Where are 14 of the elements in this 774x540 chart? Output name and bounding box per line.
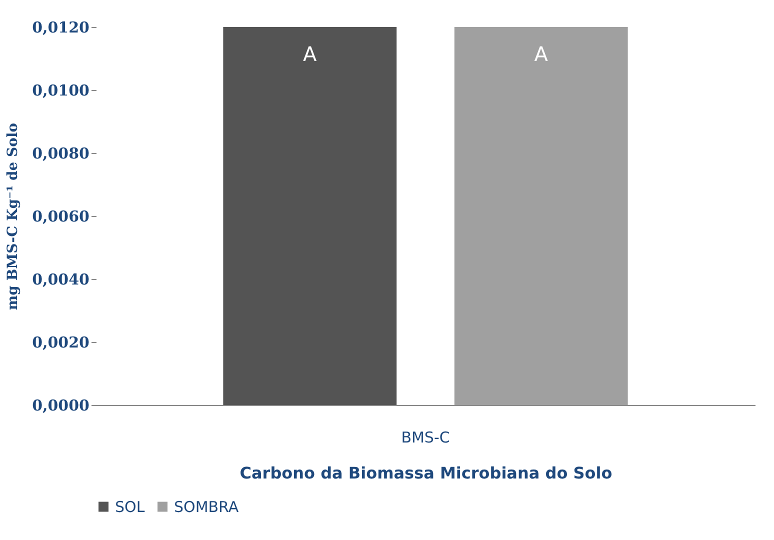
x-axis-title: Carbono da Biomassa Microbiana do Solo bbox=[240, 464, 612, 482]
y-tick-label: 0,0080 bbox=[32, 144, 90, 162]
legend-label: SOL bbox=[115, 498, 146, 516]
y-tick-label: 0,0120 bbox=[32, 18, 90, 36]
y-tick-label: 0,0060 bbox=[32, 208, 90, 226]
y-axis-title: mg BMS-C Kg⁻¹ de Solo bbox=[5, 122, 22, 310]
y-tick-label: 0,0040 bbox=[32, 270, 90, 288]
annotation: A bbox=[303, 42, 318, 66]
x-tick-label: BMS-C bbox=[401, 428, 450, 446]
legend-label: SOMBRA bbox=[174, 498, 240, 516]
annotation: A bbox=[534, 42, 548, 66]
y-tick-label: 0,0000 bbox=[32, 396, 90, 414]
y-tick-label: 0,0100 bbox=[32, 82, 90, 100]
y-tick-label: 0,0020 bbox=[32, 334, 90, 352]
